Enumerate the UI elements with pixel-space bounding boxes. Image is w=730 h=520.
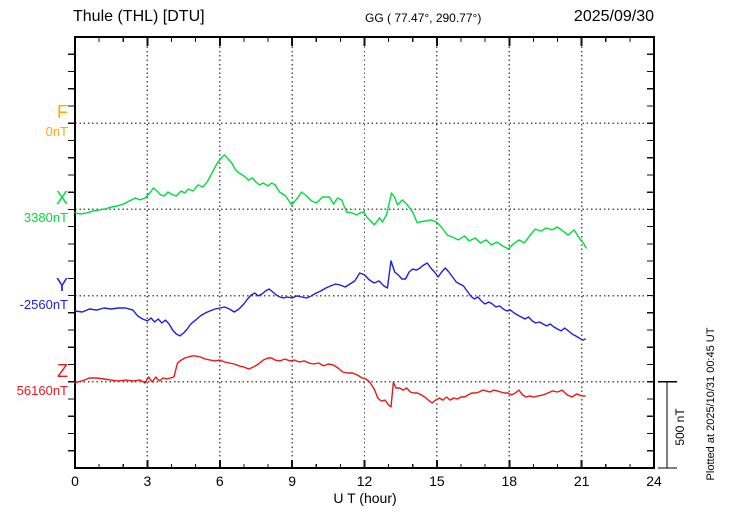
gridlines bbox=[75, 38, 654, 459]
trace-label-x: X bbox=[55, 188, 68, 209]
plot-frame bbox=[74, 36, 655, 469]
trace-z bbox=[74, 355, 586, 408]
x-tick-label: 12 bbox=[356, 473, 373, 489]
x-tick-label: 9 bbox=[288, 473, 297, 489]
x-tick-label: 24 bbox=[646, 473, 662, 489]
trace-baseline-f: 0nT bbox=[45, 124, 68, 140]
station-title: Thule (THL) [DTU] bbox=[73, 8, 205, 25]
plot-date: 2025/09/30 bbox=[573, 8, 654, 25]
trace-x bbox=[74, 154, 587, 250]
scale-bar bbox=[658, 381, 677, 469]
trace-baseline-y: -2560nT bbox=[19, 296, 68, 312]
x-tick-label: 15 bbox=[429, 473, 445, 489]
x-tick-label: 21 bbox=[573, 473, 590, 489]
x-tick-label: 18 bbox=[501, 473, 518, 489]
x-axis-title: U T (hour) bbox=[333, 490, 397, 506]
trace-label-y: Y bbox=[55, 274, 68, 295]
geographic-coordinates: GG ( 77.47°, 290.77°) bbox=[365, 11, 482, 25]
trace-y bbox=[74, 260, 586, 341]
scale-bar-label: 500 nT bbox=[673, 408, 687, 446]
x-tick-label: 0 bbox=[71, 473, 79, 489]
trace-baseline-z: 56160nT bbox=[16, 382, 68, 398]
trace-label-z: Z bbox=[57, 360, 68, 381]
x-tick-label: 3 bbox=[143, 473, 152, 489]
traces bbox=[74, 154, 587, 408]
plotted-timestamp-note: Plotted at 2025/10/31 00:45 UT bbox=[705, 327, 717, 481]
plot-border bbox=[74, 36, 655, 469]
trace-label-f: F bbox=[57, 102, 68, 123]
trace-baseline-x: 3380nT bbox=[23, 210, 68, 226]
x-tick-label: 6 bbox=[215, 473, 224, 489]
axis-ticks bbox=[68, 37, 655, 468]
